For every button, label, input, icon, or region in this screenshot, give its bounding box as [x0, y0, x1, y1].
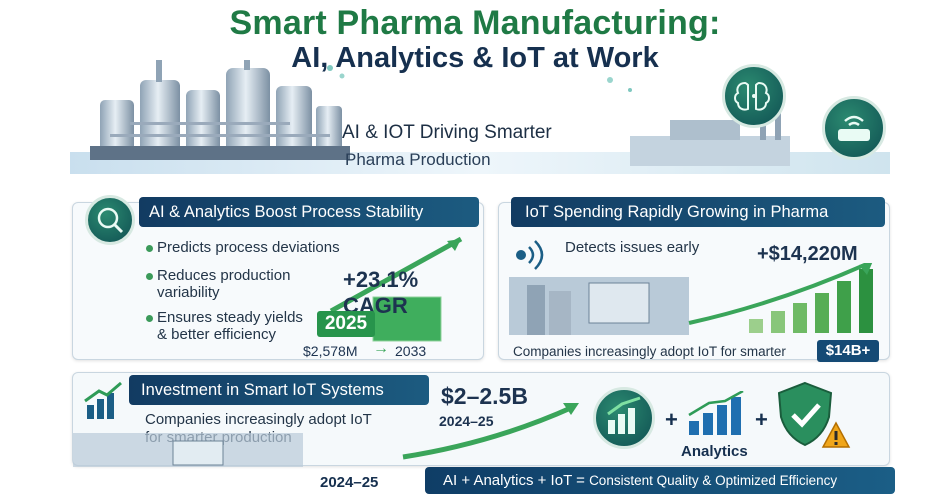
growth-chart-icon	[81, 379, 129, 423]
bullet-dot	[146, 273, 153, 280]
ai-bullet-3-cont: & better efficiency	[157, 326, 276, 343]
wifi-router-icon	[822, 96, 886, 160]
warning-icon	[821, 421, 851, 449]
investment-text-1: Companies increasingly adopt IoT	[145, 411, 372, 428]
page-title: Smart Pharma Manufacturing:	[229, 4, 721, 42]
plus-sign-2: +	[755, 407, 768, 432]
cagr-value: +23.1% CAGR	[343, 267, 419, 318]
equation-result: Consistent Quality & Optimized Efficienc…	[589, 473, 838, 488]
investment-heading: Investment in Smart IoT Systems	[129, 375, 429, 405]
hero-subtitle-1: AI & IOT Driving Smarter	[342, 122, 552, 143]
ai-analytics-card: AI & Analytics Boost Process Stability P…	[72, 195, 484, 360]
iot-value: +$14,220M	[757, 243, 858, 265]
brain-search-icon	[85, 195, 135, 245]
investment-card: Investment in Smart IoT Systems Companie…	[72, 372, 890, 467]
hero-subtitle-2: Pharma Production	[345, 150, 491, 169]
iot-caption: Companies increasingly adopt IoT for sma…	[513, 344, 786, 359]
growth-arrow-icon	[593, 387, 655, 449]
iot-spending-heading: IoT Spending Rapidly Growing in Pharma	[511, 197, 885, 227]
shield-check-icon	[773, 381, 837, 447]
iot-badge: $14B+	[817, 340, 879, 362]
value-start: $2,578M	[303, 343, 358, 359]
ai-bullet-2-cont: variability	[157, 284, 220, 301]
investment-arrow-graphic	[73, 403, 579, 467]
iot-growth-chart	[509, 263, 873, 335]
brain-chip-icon	[722, 64, 786, 128]
plus-sign-1: +	[665, 407, 678, 432]
factory-illustration	[70, 60, 890, 174]
period-label: 2024–25	[320, 474, 379, 491]
bullet-dot	[146, 315, 153, 322]
bullet-dot	[146, 245, 153, 252]
equation-prefix: AI + Analytics + IoT =	[443, 472, 590, 489]
page-subtitle: AI, Analytics & IoT at Work	[291, 42, 659, 74]
analytics-label: Analytics	[681, 443, 748, 460]
arrow-icon: →	[373, 340, 389, 357]
ai-analytics-heading: AI & Analytics Boost Process Stability	[139, 197, 479, 227]
cagr-arrow-graphic	[329, 236, 463, 342]
summary-bar: AI + Analytics + IoT = Consistent Qualit…	[425, 467, 895, 494]
ai-bullet-1: Predicts process deviations	[157, 239, 340, 256]
ai-bullet-3: Ensures steady yields	[157, 309, 303, 326]
year-end: 2033	[395, 343, 427, 359]
year-start-label: 2025	[317, 311, 375, 337]
ai-bullet-2: Reduces production	[157, 267, 291, 284]
investment-amount-period: 2024–25	[439, 413, 494, 429]
investment-amount: $2–2.5B	[441, 383, 528, 409]
bar-chart-icon	[685, 389, 749, 437]
iot-note: Detects issues early	[565, 239, 700, 256]
iot-spending-card: IoT Spending Rapidly Growing in Pharma D…	[498, 197, 890, 362]
sensor-signal-icon	[516, 240, 544, 270]
